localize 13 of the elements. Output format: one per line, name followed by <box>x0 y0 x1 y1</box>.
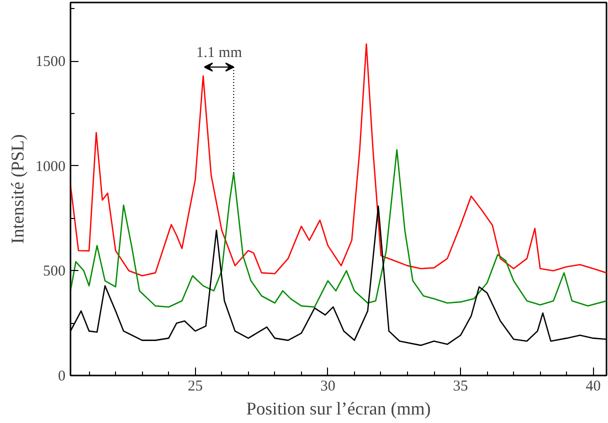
y-tick-label: 1000 <box>36 158 66 175</box>
x-axis-title: Position sur l’écran (mm) <box>246 398 431 418</box>
x-tick-label: 30 <box>320 378 336 394</box>
x-tick-label: 40 <box>586 378 601 394</box>
x-tick-label: 35 <box>453 378 468 394</box>
annotation: 1.1 mm <box>196 45 242 62</box>
line-series <box>70 43 606 276</box>
line-series <box>70 149 606 308</box>
y-tick-label: 1500 <box>36 54 66 70</box>
y-axis-title: Intensité (PSL) <box>8 134 28 244</box>
y-tick-label: 500 <box>43 264 66 280</box>
y-tick-label: 0 <box>58 368 66 384</box>
x-tick-label: 25 <box>188 378 203 394</box>
